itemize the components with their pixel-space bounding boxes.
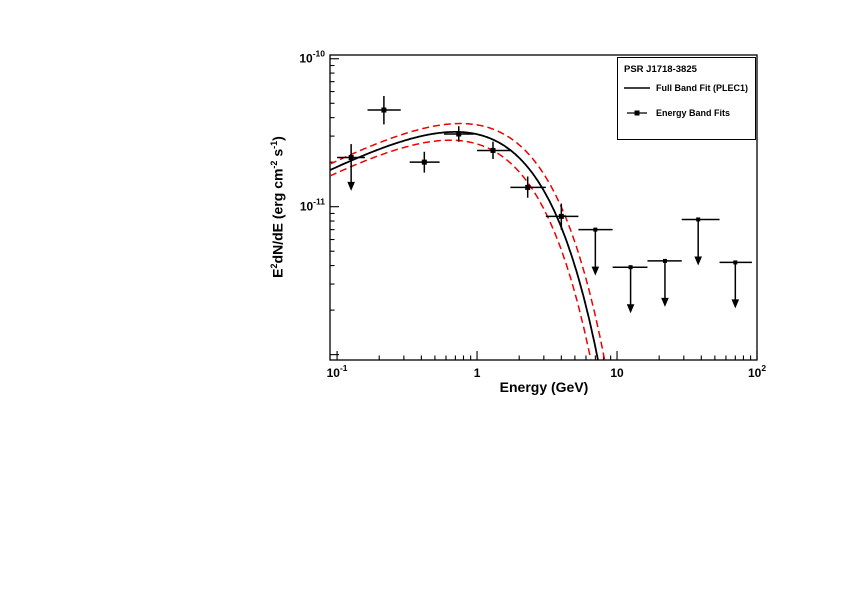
svg-text:10-11: 10-11 <box>300 197 325 214</box>
legend-entry-label: Energy Band Fits <box>656 107 731 118</box>
legend-entry-full-band-fit: Full Band Fit (PLEC1) <box>618 75 755 100</box>
y-axis-label: E2dN/dE (erg cm-2 s-1) <box>269 136 286 278</box>
fit-line-sample <box>623 82 651 94</box>
svg-text:10-1: 10-1 <box>327 363 348 380</box>
legend-entry-energy-band-fits: Energy Band Fits <box>618 100 755 125</box>
legend-title: PSR J1718-3825 <box>624 64 697 75</box>
svg-text:10-10: 10-10 <box>299 49 325 66</box>
x-axis-label: Energy (GeV) <box>499 379 589 395</box>
legend-entry-label: Full Band Fit (PLEC1) <box>656 82 748 93</box>
band-points-sample <box>623 107 651 119</box>
legend: PSR J1718-3825 Full Band Fit (PLEC1) Ene… <box>617 57 756 140</box>
svg-text:102: 102 <box>748 363 766 380</box>
svg-text:1: 1 <box>474 366 481 380</box>
svg-text:10: 10 <box>610 366 624 380</box>
